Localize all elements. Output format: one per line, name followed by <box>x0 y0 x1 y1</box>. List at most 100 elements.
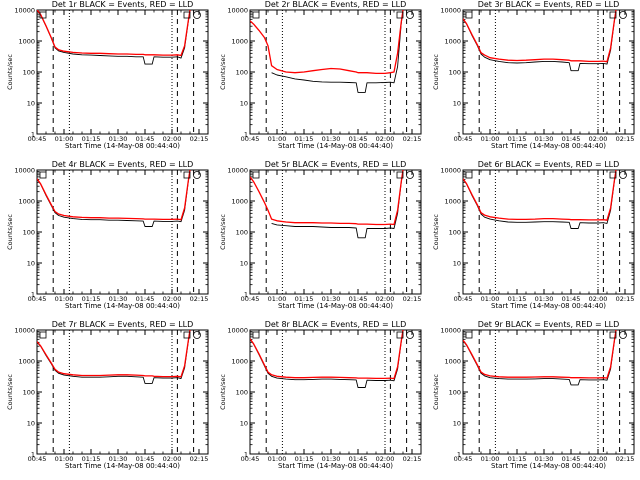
detector-panel-6: Det 6r BLACK = Events, RED = LLD 1 10 100 10… <box>432 160 635 310</box>
y-tick-label: 10000 <box>227 326 248 334</box>
lld-series-line <box>37 170 191 221</box>
x-tick-label: 02:15 <box>616 295 635 303</box>
start-square-marker <box>465 331 473 339</box>
start-square-marker <box>252 331 260 339</box>
x-tick-label: 02:00 <box>376 455 395 463</box>
y-tick-label: 10000 <box>440 166 461 174</box>
y-tick-label: 1000 <box>444 357 461 365</box>
x-axis-label: Start Time (14-May-08 00:44:40) <box>65 302 180 310</box>
end-circle-marker <box>193 171 201 179</box>
x-tick-label: 01:15 <box>295 295 314 303</box>
x-tick-label: 01:00 <box>268 295 287 303</box>
y-tick-label: 1000 <box>18 357 35 365</box>
x-tick-label: 02:15 <box>403 455 422 463</box>
panel-title: Det 4r BLACK = Events, RED = LLD <box>52 160 194 169</box>
plot-frame <box>462 329 635 455</box>
x-tick-label: 02:00 <box>589 295 608 303</box>
plot-frame <box>249 329 422 455</box>
x-axis-label: Start Time (14-May-08 00:44:40) <box>278 142 393 150</box>
end-square-marker <box>183 331 191 339</box>
y-axis-label: Counts/sec <box>6 214 14 250</box>
x-axis-label: Start Time (14-May-08 00:44:40) <box>65 142 180 150</box>
y-tick-label: 1 <box>457 450 461 458</box>
y-tick-label: 1000 <box>231 357 248 365</box>
end-square-marker <box>396 11 404 19</box>
x-tick-label: 01:45 <box>562 295 581 303</box>
y-axis-label: Counts/sec <box>432 54 440 90</box>
x-tick-label: 02:15 <box>190 135 209 143</box>
events-series-line <box>37 330 191 384</box>
detector-panel-7: Det 7r BLACK = Events, RED = LLD 1 10 100 10… <box>6 320 209 470</box>
plot-frame <box>462 9 635 135</box>
y-tick-label: 10 <box>240 99 248 107</box>
x-tick-label: 01:15 <box>295 455 314 463</box>
plot-frame <box>36 329 209 455</box>
x-tick-label: 01:30 <box>322 135 341 143</box>
y-tick-label: 10000 <box>14 326 35 334</box>
x-tick-label: 01:00 <box>55 295 74 303</box>
end-square-marker <box>183 171 191 179</box>
y-tick-label: 1 <box>244 290 248 298</box>
plot-frame <box>36 169 209 295</box>
y-tick-label: 10000 <box>14 166 35 174</box>
x-tick-label: 01:45 <box>136 135 155 143</box>
x-tick-label: 01:45 <box>562 135 581 143</box>
x-tick-label: 01:45 <box>562 455 581 463</box>
y-tick-label: 1 <box>31 450 35 458</box>
y-tick-label: 10000 <box>440 6 461 14</box>
end-square-marker <box>396 171 404 179</box>
y-tick-label: 1 <box>244 450 248 458</box>
x-tick-label: 01:45 <box>349 295 368 303</box>
events-series-line <box>463 170 617 229</box>
detector-panel-9: Det 9r BLACK = Events, RED = LLD 1 10 100 10… <box>432 320 635 470</box>
y-axis-label: Counts/sec <box>432 214 440 250</box>
x-tick-label: 01:00 <box>55 455 74 463</box>
panel-title: Det 9r BLACK = Events, RED = LLD <box>478 320 620 329</box>
events-series-line <box>463 10 617 72</box>
y-tick-label: 1 <box>457 130 461 138</box>
x-tick-label: 02:00 <box>589 455 608 463</box>
x-tick-label: 01:15 <box>295 135 314 143</box>
start-square-marker <box>252 171 260 179</box>
x-tick-label: 02:15 <box>190 295 209 303</box>
start-square-marker <box>39 171 47 179</box>
panel-title: Det 3r BLACK = Events, RED = LLD <box>478 0 620 9</box>
x-tick-label: 01:45 <box>136 455 155 463</box>
x-tick-label: 02:15 <box>190 455 209 463</box>
y-axis-label: Counts/sec <box>6 54 14 90</box>
events-series-line <box>37 10 191 65</box>
y-tick-label: 10 <box>27 419 35 427</box>
y-tick-label: 1000 <box>18 197 35 205</box>
x-tick-label: 02:15 <box>403 135 422 143</box>
x-axis-label: Start Time (14-May-08 00:44:40) <box>65 462 180 470</box>
end-circle-marker <box>619 171 627 179</box>
end-circle-marker <box>619 331 627 339</box>
y-tick-label: 10 <box>453 259 461 267</box>
y-tick-label: 10000 <box>227 166 248 174</box>
x-tick-label: 02:00 <box>163 455 182 463</box>
lld-series-line <box>463 170 617 221</box>
plot-frame <box>249 169 422 295</box>
x-tick-label: 01:30 <box>109 295 128 303</box>
x-tick-label: 01:30 <box>535 135 554 143</box>
start-square-marker <box>39 11 47 19</box>
x-tick-label: 00:45 <box>241 455 260 463</box>
x-tick-label: 00:45 <box>454 135 473 143</box>
y-tick-label: 100 <box>236 388 248 396</box>
y-tick-label: 1000 <box>444 197 461 205</box>
y-tick-label: 100 <box>23 68 35 76</box>
y-tick-label: 10000 <box>227 6 248 14</box>
x-tick-label: 00:45 <box>28 135 47 143</box>
y-tick-label: 1000 <box>231 197 248 205</box>
x-tick-label: 01:15 <box>82 135 101 143</box>
lld-series-line <box>463 10 617 63</box>
detector-panel-4: Det 4r BLACK = Events, RED = LLD 1 10 100 10… <box>6 160 209 310</box>
x-tick-label: 02:15 <box>403 295 422 303</box>
lld-series-line <box>250 330 404 380</box>
x-tick-label: 00:45 <box>241 135 260 143</box>
x-tick-label: 01:00 <box>481 455 500 463</box>
start-square-marker <box>465 11 473 19</box>
x-tick-label: 01:45 <box>349 455 368 463</box>
panel-title: Det 5r BLACK = Events, RED = LLD <box>265 160 407 169</box>
